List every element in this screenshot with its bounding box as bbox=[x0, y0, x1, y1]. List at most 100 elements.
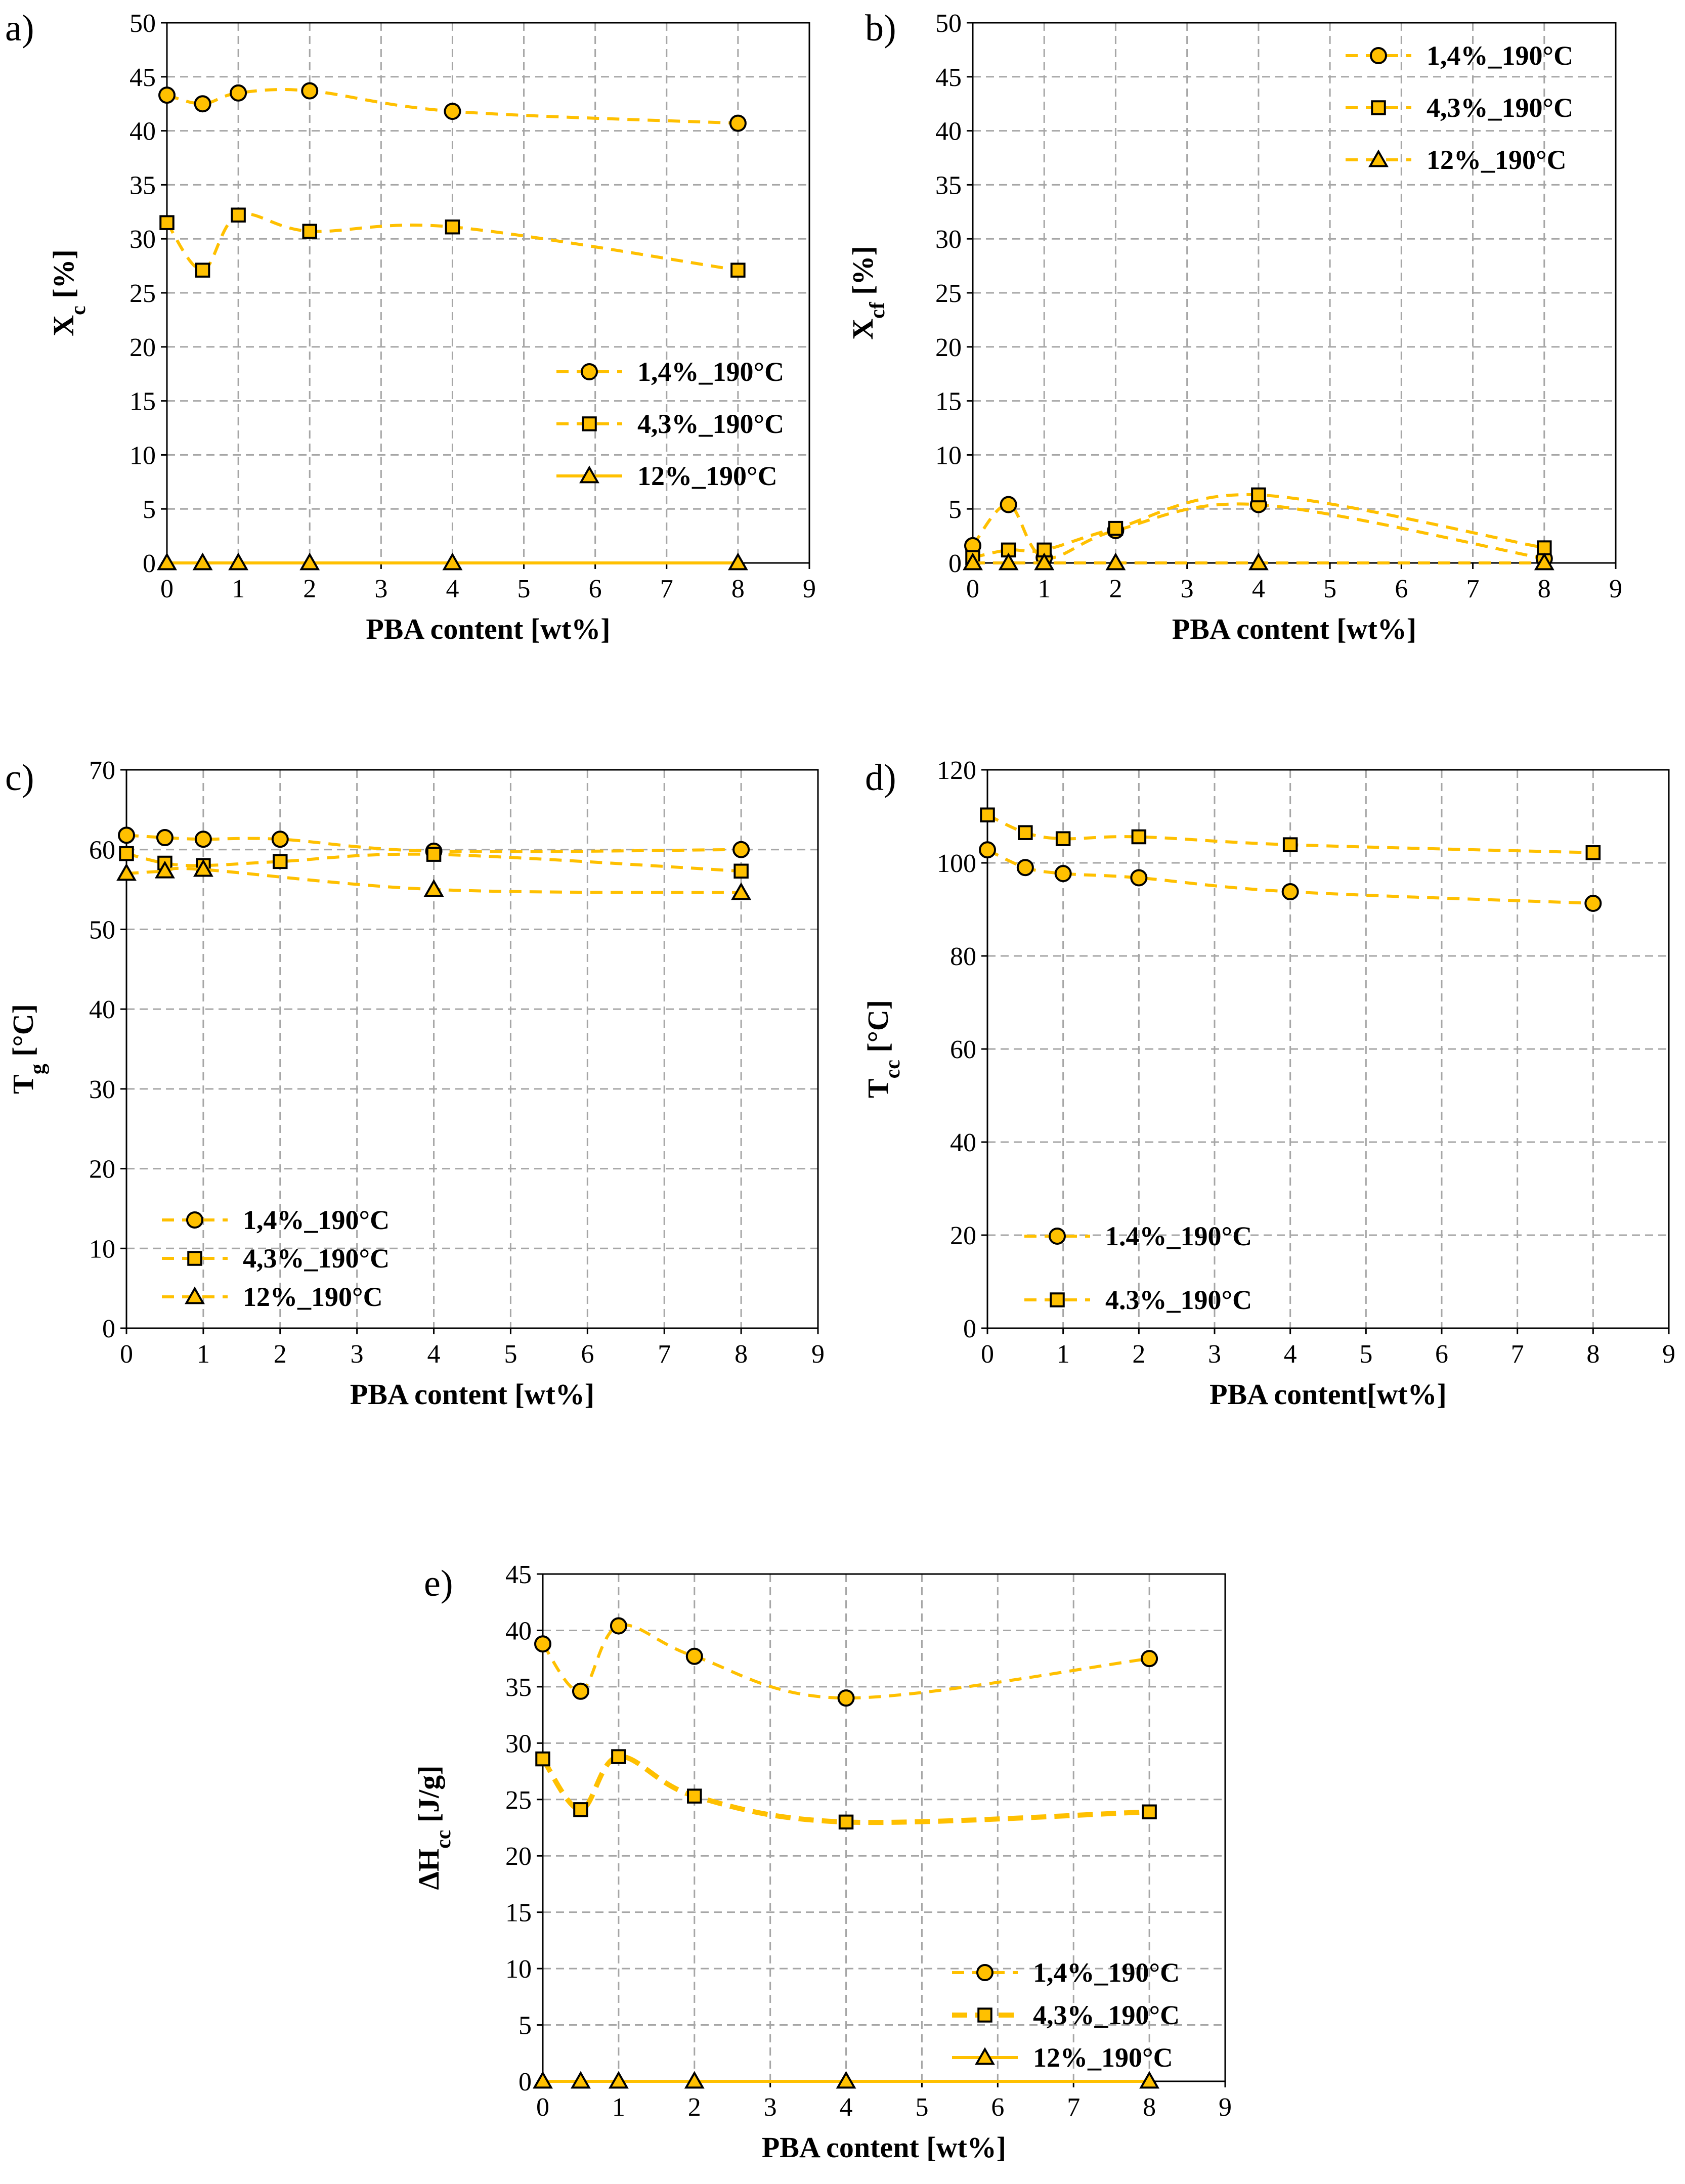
x-tick-label: 6 bbox=[581, 1340, 594, 1369]
data-point bbox=[442, 552, 463, 571]
data-point bbox=[195, 263, 210, 278]
series-triangle bbox=[533, 2071, 1160, 2089]
x-tick-label: 8 bbox=[731, 575, 745, 603]
y-tick-label: 15 bbox=[129, 387, 156, 416]
x-tick-label: 4 bbox=[446, 575, 459, 603]
legend-label: 1,4%_190°C bbox=[1427, 40, 1573, 71]
y-tick-label: 20 bbox=[129, 333, 156, 362]
y-tick-label: 25 bbox=[935, 279, 962, 308]
x-tick-label: 0 bbox=[160, 575, 174, 603]
legend-marker bbox=[977, 2007, 992, 2023]
panel-label: a) bbox=[5, 8, 34, 49]
series-square bbox=[965, 487, 1552, 565]
x-axis-title: PBA content [wt%] bbox=[366, 613, 610, 645]
data-point bbox=[445, 219, 460, 235]
legend-label: 4,3%_190°C bbox=[637, 409, 784, 439]
legend-label: 12%_190°C bbox=[637, 461, 777, 491]
data-point bbox=[980, 807, 995, 822]
legend-marker bbox=[1370, 47, 1387, 64]
legend-marker bbox=[185, 1286, 205, 1304]
x-axis-title: PBA content [wt%] bbox=[1172, 613, 1416, 645]
y-tick-label: 20 bbox=[935, 333, 962, 362]
legend-marker bbox=[581, 363, 598, 380]
data-point bbox=[118, 826, 135, 844]
y-tick-label: 40 bbox=[950, 1128, 976, 1157]
data-point bbox=[963, 552, 983, 571]
x-tick-label: 1 bbox=[612, 2093, 625, 2122]
data-point bbox=[998, 552, 1019, 571]
data-point bbox=[534, 1635, 551, 1653]
data-point bbox=[731, 882, 752, 900]
y-tick-label: 30 bbox=[129, 225, 156, 254]
data-point bbox=[273, 854, 288, 869]
y-axis-title: ΔHcc [J/g] bbox=[412, 1765, 455, 1890]
data-point bbox=[119, 846, 134, 861]
x-tick-label: 0 bbox=[120, 1340, 133, 1369]
data-point bbox=[1054, 865, 1072, 883]
x-tick-label: 2 bbox=[303, 575, 316, 603]
legend-marker bbox=[579, 465, 599, 484]
x-tick-label: 2 bbox=[274, 1340, 287, 1369]
legend: 1.4%_190°C 4.3%_190°C bbox=[1024, 1221, 1252, 1315]
data-point bbox=[1141, 1650, 1158, 1668]
x-tick-label: 8 bbox=[1538, 575, 1551, 603]
y-tick-label: 10 bbox=[89, 1235, 115, 1263]
y-tick-label: 10 bbox=[935, 441, 962, 470]
data-point bbox=[1018, 825, 1033, 840]
data-point bbox=[302, 224, 317, 239]
data-point bbox=[194, 831, 212, 848]
data-point bbox=[299, 552, 320, 571]
legend-label: 4,3%_190°C bbox=[1427, 93, 1573, 123]
legend-label: 1,4%_190°C bbox=[1033, 1957, 1180, 1988]
plot-border bbox=[125, 769, 819, 1329]
data-point bbox=[727, 552, 748, 571]
series-square bbox=[159, 207, 746, 278]
y-tick-label: 30 bbox=[505, 1729, 532, 1758]
data-point bbox=[572, 1682, 589, 1700]
data-point bbox=[729, 114, 747, 132]
data-point bbox=[684, 2071, 705, 2089]
x-tick-label: 6 bbox=[1395, 575, 1408, 603]
legend-label: 4.3%_190°C bbox=[1105, 1285, 1252, 1315]
data-point bbox=[192, 552, 213, 571]
data-point bbox=[838, 1814, 854, 1830]
data-point bbox=[611, 1749, 626, 1764]
x-axis-title: PBA content[wt%] bbox=[1209, 1378, 1447, 1411]
x-tick-label: 5 bbox=[504, 1340, 517, 1369]
x-tick-label: 8 bbox=[1586, 1340, 1600, 1369]
x-tick-label: 9 bbox=[1219, 2093, 1232, 2122]
y-axis-title: Xcf [%] bbox=[846, 246, 889, 340]
x-axis-title: PBA content [wt%] bbox=[762, 2131, 1006, 2164]
y-tick-label: 10 bbox=[505, 1955, 532, 1984]
y-tick-label: 35 bbox=[129, 171, 156, 200]
data-point bbox=[444, 103, 461, 120]
x-tick-label: 9 bbox=[803, 575, 816, 603]
x-tick-label: 9 bbox=[811, 1340, 825, 1369]
x-tick-label: 4 bbox=[1284, 1340, 1297, 1369]
data-point bbox=[570, 2071, 591, 2089]
chart-d: 0 20 40 60 80 100 120 0 1 2 3 4 5 6 7 8 9 d) PBA content[w… bbox=[861, 756, 1675, 1411]
data-point bbox=[1142, 1804, 1157, 1820]
x-tick-label: 3 bbox=[351, 1340, 364, 1369]
y-tick-label: 120 bbox=[937, 756, 976, 785]
x-tick-label: 4 bbox=[427, 1340, 441, 1369]
y-tick-label: 20 bbox=[505, 1842, 532, 1871]
data-point bbox=[230, 84, 247, 102]
data-point bbox=[423, 879, 444, 897]
gridlines bbox=[126, 769, 819, 1328]
y-tick-label: 0 bbox=[519, 2068, 532, 2096]
data-point bbox=[837, 1689, 855, 1707]
y-tick-label: 0 bbox=[963, 1315, 976, 1343]
x-tick-label: 3 bbox=[1208, 1340, 1221, 1369]
data-point bbox=[608, 2071, 629, 2089]
y-tick-label: 60 bbox=[950, 1035, 976, 1064]
data-point bbox=[687, 1788, 702, 1804]
x-tick-label: 0 bbox=[966, 575, 979, 603]
x-tick-label: 7 bbox=[1466, 575, 1480, 603]
legend-label: 12%_190°C bbox=[1033, 2042, 1173, 2073]
data-point bbox=[733, 863, 749, 879]
x-tick-label: 0 bbox=[536, 2093, 549, 2122]
x-tick-label: 3 bbox=[764, 2093, 777, 2122]
y-tick-label: 15 bbox=[505, 1899, 532, 1928]
